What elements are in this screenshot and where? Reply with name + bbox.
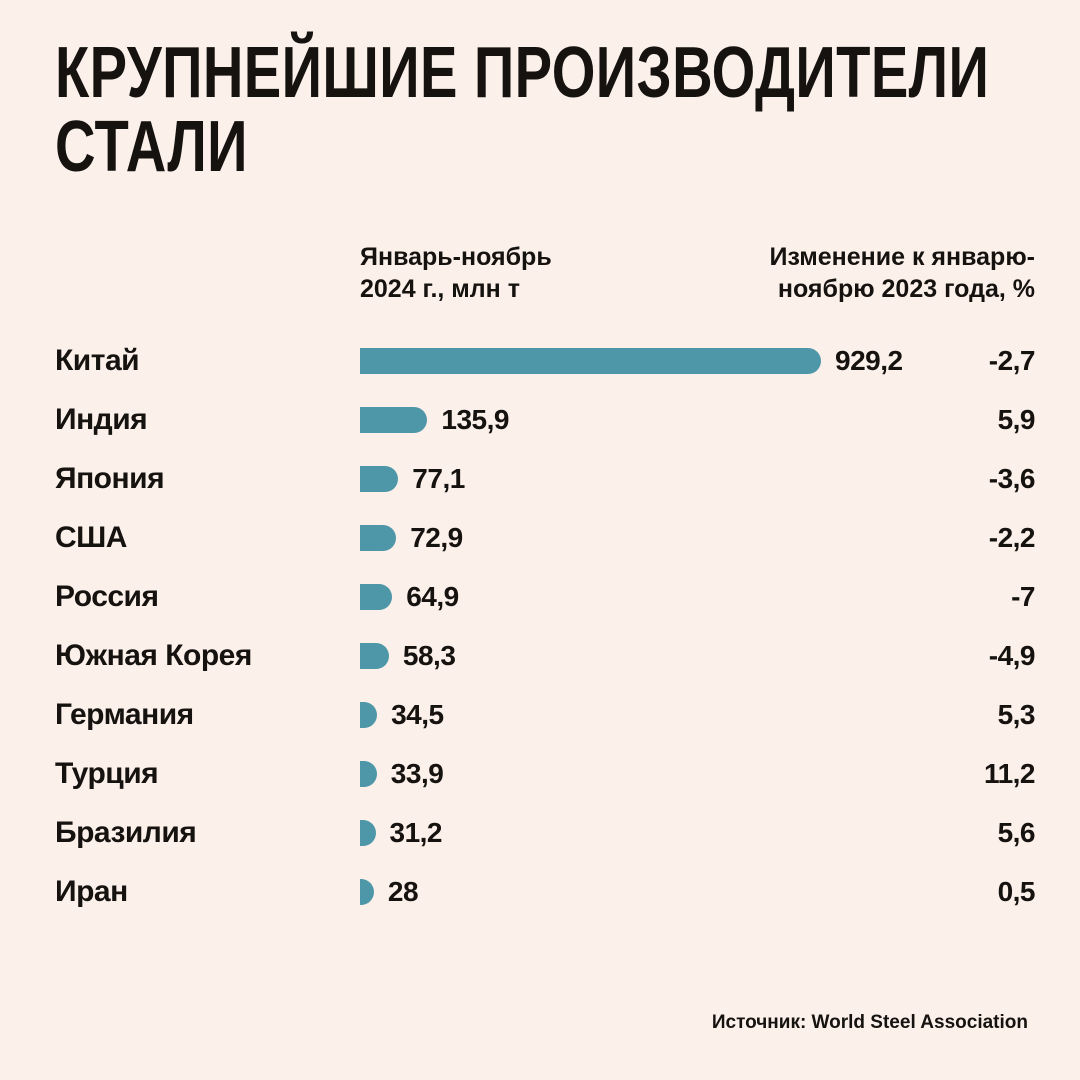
value-label: 72,9 (410, 521, 463, 553)
country-label: Индия (55, 402, 148, 436)
change-value: -2,7 (988, 344, 1036, 376)
country-label: Китай (55, 343, 140, 377)
chart-row: США 72,9 -2,2 (55, 508, 1036, 567)
change-value: 11,2 (984, 757, 1035, 789)
page-title: КРУПНЕЙШИЕ ПРОИЗВОДИТЕЛИ СТАЛИ (55, 33, 990, 187)
value-bar (360, 760, 377, 787)
country-label: Иран (55, 874, 128, 908)
value-bar (360, 642, 389, 669)
bar-area: 929,2 (360, 345, 905, 377)
value-bar (360, 406, 428, 433)
change-value: -3,6 (988, 462, 1036, 494)
bar-area: 72,9 (360, 522, 905, 554)
bar-area: 58,3 (360, 640, 905, 672)
value-label: 28 (387, 875, 419, 907)
bar-area: 31,2 (360, 817, 905, 849)
chart-row: Иран 28 0,5 (55, 862, 1036, 921)
bar-area: 64,9 (360, 581, 905, 613)
change-value: 0,5 (997, 875, 1036, 907)
bar-area: 33,9 (360, 758, 905, 790)
chart-row: Япония 77,1 -3,6 (55, 449, 1036, 508)
value-bar (360, 583, 393, 610)
change-value: 5,6 (997, 816, 1036, 848)
chart-row: Германия 34,5 5,3 (55, 685, 1036, 744)
change-value: -2,2 (988, 521, 1036, 553)
chart-row: Бразилия 31,2 5,6 (55, 803, 1036, 862)
change-value: -7 (1011, 580, 1035, 612)
country-label: Япония (55, 461, 165, 495)
country-label: Бразилия (55, 815, 197, 849)
country-label: Турция (55, 756, 159, 790)
value-bar (360, 524, 397, 551)
value-bar (360, 819, 376, 846)
chart-row: Россия 64,9 -7 (55, 567, 1036, 626)
source-note: Источник: World Steel Association (711, 1012, 1028, 1033)
value-label: 77,1 (412, 462, 465, 494)
value-label: 929,2 (835, 344, 903, 376)
chart-row: Индия 135,9 5,9 (55, 390, 1036, 449)
chart-row: Южная Корея 58,3 -4,9 (55, 626, 1036, 685)
country-label: Россия (55, 579, 159, 613)
bar-area: 135,9 (360, 404, 905, 436)
column-header-change: Изменение к январю- ноябрю 2023 года, % (769, 243, 1035, 303)
country-label: Германия (55, 697, 194, 731)
bar-area: 28 (360, 876, 905, 908)
value-bar (360, 701, 378, 728)
value-label: 135,9 (441, 403, 509, 435)
value-bar (360, 347, 821, 374)
change-value: 5,9 (997, 403, 1036, 435)
column-header-volume: Январь-ноябрь 2024 г., млн т (360, 243, 552, 303)
value-label: 34,5 (391, 698, 444, 730)
value-label: 31,2 (389, 816, 443, 848)
value-label: 64,9 (406, 580, 459, 612)
bar-area: 77,1 (360, 463, 905, 495)
country-label: США (55, 520, 127, 554)
bar-chart: Китай 929,2 -2,7 Индия 135,9 5,9 Япония 77,1 -3,… (55, 331, 1036, 921)
value-bar (360, 465, 399, 492)
value-bar (360, 878, 374, 905)
bar-area: 34,5 (360, 699, 905, 731)
value-label: 58,3 (402, 639, 456, 671)
chart-row: Турция 33,9 11,2 (55, 744, 1036, 803)
country-label: Южная Корея (55, 638, 252, 672)
chart-row: Китай 929,2 -2,7 (55, 331, 1036, 390)
change-value: -4,9 (988, 639, 1036, 671)
change-value: 5,3 (997, 698, 1036, 730)
value-label: 33,9 (390, 757, 444, 789)
